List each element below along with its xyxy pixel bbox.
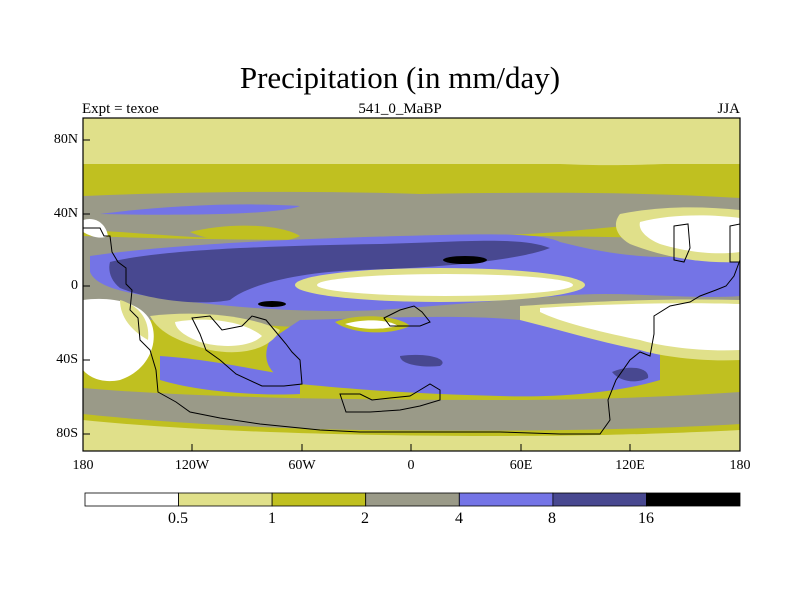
period-label: 541_0_MaBP <box>358 101 442 117</box>
colorbar-swatch-5 <box>552 492 647 507</box>
lon-label-60w: 60W <box>288 458 316 473</box>
south-blue-lobe <box>160 356 300 395</box>
north-blue-streak <box>100 204 300 215</box>
lat-ticks <box>83 139 90 435</box>
colorbar-label-16: 16 <box>638 510 654 527</box>
south-continent-outline <box>191 315 303 387</box>
south-blue-zone <box>266 316 660 397</box>
colorbar-label-8: 8 <box>548 510 556 527</box>
lon-label-180e: 180 <box>729 458 751 473</box>
colorbar-label-0-5: 0.5 <box>168 510 188 527</box>
east-edge-outline <box>729 223 740 263</box>
north-olive-patch <box>190 225 300 244</box>
max-precip-spot-1 <box>443 256 487 264</box>
lon-label-0: 0 <box>407 458 415 473</box>
colorbar-swatch-1 <box>178 492 273 507</box>
northeast-island-outline <box>673 223 691 263</box>
colorbar-swatch-4 <box>458 492 554 507</box>
south-gray-band <box>83 388 740 431</box>
west-dry-rim <box>120 300 149 340</box>
equatorial-dry-zone <box>317 274 573 296</box>
colorbar-swatch-3 <box>365 492 460 507</box>
colorbar-label-4: 4 <box>455 510 463 527</box>
lat-label-40s: 40S <box>56 352 78 367</box>
lat-label-80n: 80N <box>53 132 78 147</box>
colorbar-label-2: 2 <box>361 510 369 527</box>
max-precip-spot-2 <box>258 301 286 307</box>
northeast-dry-area <box>639 215 740 254</box>
arctic-band-edge <box>83 118 740 166</box>
colorbar-swatch-0 <box>84 492 179 507</box>
continent-outline-main <box>83 227 740 435</box>
season-label: JJA <box>717 101 740 117</box>
ice-shelf-outline <box>339 383 441 413</box>
lat-label-40n: 40N <box>53 206 78 221</box>
antarctic-band <box>83 420 740 451</box>
lon-label-60e: 60E <box>509 458 533 473</box>
map-title: Precipitation (in mm/day) <box>239 60 561 95</box>
colorbar-label-1: 1 <box>268 510 276 527</box>
south-dark-spot-2 <box>612 367 649 382</box>
map-field <box>83 118 740 451</box>
colorbar <box>84 492 741 507</box>
lat-label-0: 0 <box>71 278 78 293</box>
colorbar-swatch-6 <box>646 492 741 507</box>
lon-ticks <box>82 444 741 451</box>
south-white-patch <box>345 320 398 329</box>
lon-label-120w: 120W <box>174 458 210 473</box>
south-dark-spot <box>400 354 443 367</box>
colorbar-swatch-2 <box>271 492 367 507</box>
lon-label-180w: 180 <box>72 458 94 473</box>
lon-label-120e: 120E <box>615 458 645 473</box>
lat-label-80s: 80S <box>56 426 78 441</box>
island-outline <box>383 305 431 327</box>
east-dry-area <box>540 303 740 351</box>
tropical-dark-core <box>109 240 550 303</box>
coastlines <box>83 223 740 435</box>
experiment-label: Expt = texoe <box>82 101 159 117</box>
